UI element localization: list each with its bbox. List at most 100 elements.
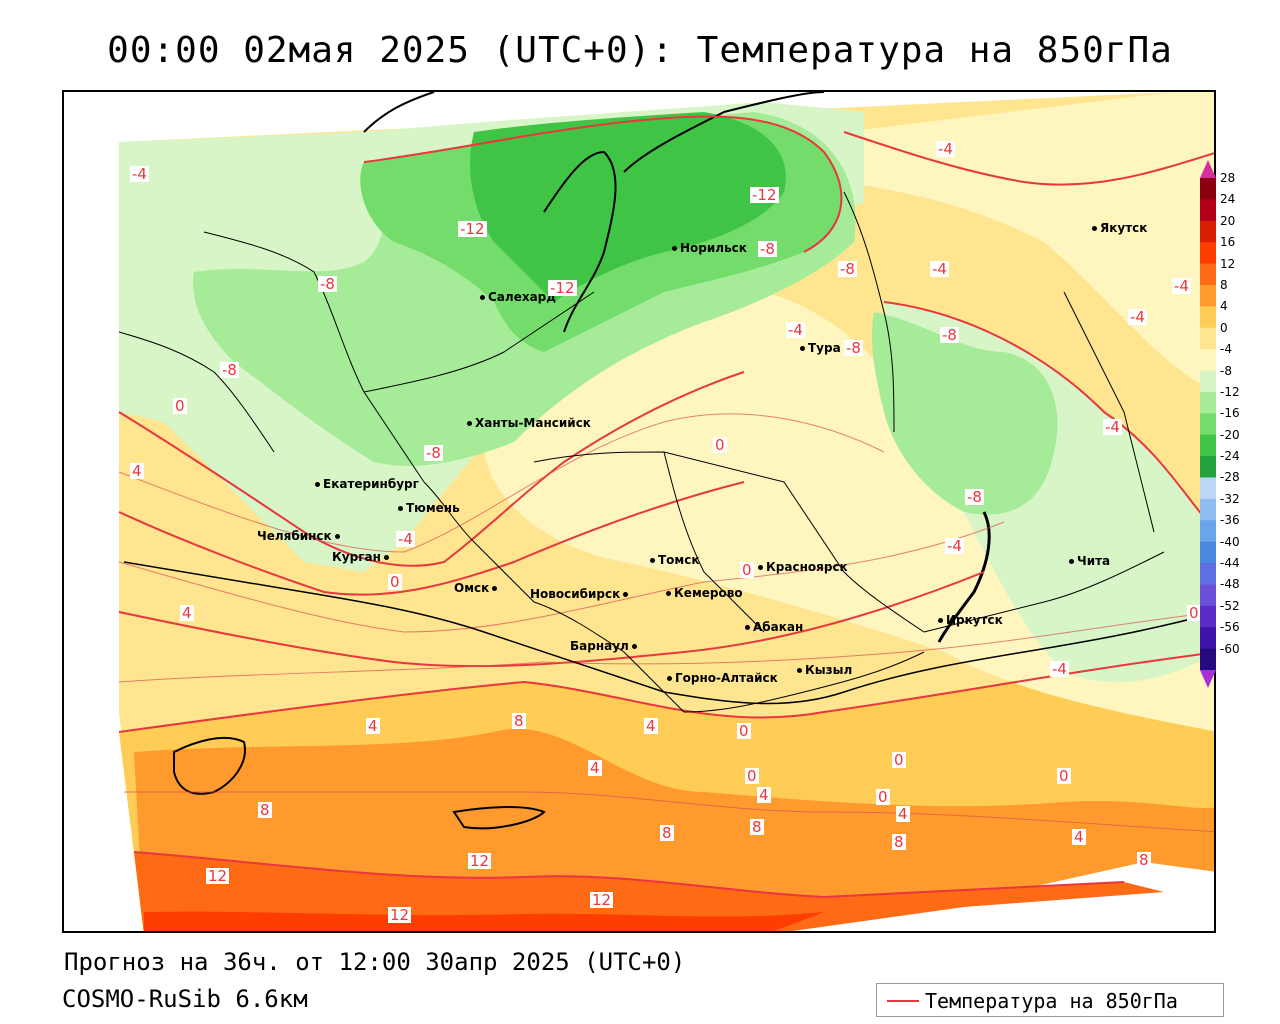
colorbar-tick-label: -12 bbox=[1220, 384, 1240, 399]
map-title: 00:00 02мая 2025 (UTC+0): Температура на… bbox=[107, 30, 1173, 71]
contour-label: 4 bbox=[757, 786, 771, 804]
colorbar-tick-label: 0 bbox=[1220, 320, 1228, 335]
isotherm-lines bbox=[118, 115, 1214, 899]
contour-label: 4 bbox=[130, 462, 144, 480]
colorbar-cell bbox=[1200, 370, 1216, 393]
contour-label: 8 bbox=[892, 833, 906, 851]
contour-label: 8 bbox=[258, 801, 272, 819]
contour-label: -4 bbox=[396, 530, 415, 548]
colorbar-cell bbox=[1200, 456, 1216, 478]
colorbar-cell bbox=[1200, 477, 1216, 500]
colorbar-cell bbox=[1200, 284, 1216, 307]
lake-balkhash bbox=[173, 736, 246, 795]
contour-label: -8 bbox=[758, 240, 777, 258]
contour-label: 0 bbox=[388, 573, 402, 591]
contour-label: 0 bbox=[745, 767, 759, 785]
city-kyzyl: Кызыл bbox=[797, 663, 852, 677]
contour-label: 8 bbox=[1137, 851, 1151, 869]
colorbar-cell bbox=[1200, 178, 1216, 200]
contour-label: 0 bbox=[173, 397, 187, 415]
colorbar-tick-label: 8 bbox=[1220, 277, 1228, 292]
contour-label: 0 bbox=[713, 436, 727, 454]
colorbar-cell bbox=[1200, 327, 1216, 350]
colorbar-tick-label: -32 bbox=[1220, 491, 1240, 506]
colorbar-cell bbox=[1200, 605, 1216, 628]
contour-label: 0 bbox=[876, 788, 890, 806]
contour-label: 4 bbox=[1072, 828, 1086, 846]
contour-label: -4 bbox=[945, 537, 964, 555]
model-name: COSMO-RuSib 6.6км bbox=[62, 985, 308, 1013]
city-salekhard: Салехард bbox=[480, 290, 556, 304]
colorbar-cell bbox=[1200, 520, 1216, 543]
city-tyumen: Тюмень bbox=[398, 501, 460, 515]
contour-label: 4 bbox=[366, 717, 380, 735]
colorbar-cell bbox=[1200, 541, 1216, 564]
colorbar-cell bbox=[1200, 413, 1216, 436]
colorbar-cell bbox=[1200, 391, 1216, 414]
city-tura: Тура bbox=[800, 341, 841, 355]
contour-label: -4 bbox=[936, 140, 955, 158]
contour-label: 12 bbox=[590, 891, 614, 909]
green-east bbox=[872, 312, 1058, 515]
lake-baikal bbox=[937, 511, 991, 643]
colorbar-cell bbox=[1200, 242, 1216, 265]
city-abakan: Абакан bbox=[745, 620, 803, 634]
colorbar-tick-label: -8 bbox=[1220, 363, 1232, 378]
legend: Температура на 850гПа bbox=[876, 983, 1224, 1017]
colorbar-tick-label: -56 bbox=[1220, 620, 1240, 635]
contour-label: -4 bbox=[786, 321, 805, 339]
colorbar-cell bbox=[1200, 627, 1216, 650]
thin-isotherm-lines bbox=[118, 413, 1214, 833]
colorbar-tick-label: -36 bbox=[1220, 513, 1240, 528]
city-ekaterinburg: Екатеринбург bbox=[315, 477, 419, 491]
contour-label: -4 bbox=[1050, 660, 1069, 678]
contour-label: 0 bbox=[740, 561, 754, 579]
map-area[interactable] bbox=[62, 90, 1216, 933]
contour-label: 0 bbox=[1187, 604, 1201, 622]
colorbar-tick-label: -24 bbox=[1220, 449, 1240, 464]
colorbar-tick-label: 16 bbox=[1220, 235, 1236, 250]
contour-label: -4 bbox=[1103, 418, 1122, 436]
contour-label: 4 bbox=[896, 805, 910, 823]
city-tomsk: Томск bbox=[650, 553, 700, 567]
colorbar-labels: 28 24 20 16 12 8 4 0 -4 -8 -12 -16 -20 -24 -28 -32 -36 -4… bbox=[1220, 160, 1280, 688]
city-yakutsk: Якутск bbox=[1092, 221, 1147, 235]
contour-label: 4 bbox=[180, 604, 194, 622]
contour-label: 8 bbox=[512, 712, 526, 730]
city-kemerovo: Кемерово bbox=[666, 586, 743, 600]
contour-label: -8 bbox=[220, 361, 239, 379]
coastline-novaya-zemlya bbox=[363, 92, 435, 133]
temperature-map-svg bbox=[64, 92, 1214, 931]
city-norilsk: Норильск bbox=[672, 241, 747, 255]
legend-line-swatch bbox=[887, 1000, 919, 1002]
contour-label: 0 bbox=[737, 722, 751, 740]
national-border bbox=[123, 561, 1214, 705]
city-kurgan: Курган bbox=[332, 550, 392, 564]
deep-red-band bbox=[144, 911, 824, 931]
city-irkutsk: Иркутск bbox=[938, 613, 1003, 627]
colorbar-tick-label: 20 bbox=[1220, 213, 1236, 228]
colorbar-cell bbox=[1200, 648, 1216, 671]
contour-label: 12 bbox=[468, 852, 492, 870]
colorbar-top-arrow bbox=[1200, 160, 1216, 178]
contour-label: 4 bbox=[644, 717, 658, 735]
colorbar-tick-label: -40 bbox=[1220, 534, 1240, 549]
contour-label: -4 bbox=[130, 165, 149, 183]
colorbar-cell bbox=[1200, 563, 1216, 585]
contour-label: 8 bbox=[660, 824, 674, 842]
contour-label: 12 bbox=[388, 906, 412, 924]
contour-label: 0 bbox=[892, 751, 906, 769]
city-novosibirsk: Новосибирск bbox=[530, 587, 631, 601]
contour-label: 4 bbox=[588, 759, 602, 777]
colorbar-cell bbox=[1200, 199, 1216, 222]
city-omsk: Омск bbox=[454, 581, 500, 595]
forecast-info: Прогноз на 36ч. от 12:00 30апр 2025 (UTC… bbox=[64, 948, 686, 976]
contour-label: -4 bbox=[930, 260, 949, 278]
contour-label: -8 bbox=[844, 339, 863, 357]
pale-yellow-northeast bbox=[844, 92, 1214, 391]
contour-label: -4 bbox=[1128, 308, 1147, 326]
colorbar-bottom-arrow bbox=[1200, 670, 1216, 688]
colorbar bbox=[1200, 160, 1216, 688]
city-gorno-altaysk: Горно-Алтайск bbox=[667, 671, 778, 685]
colorbar-tick-label: -52 bbox=[1220, 598, 1240, 613]
